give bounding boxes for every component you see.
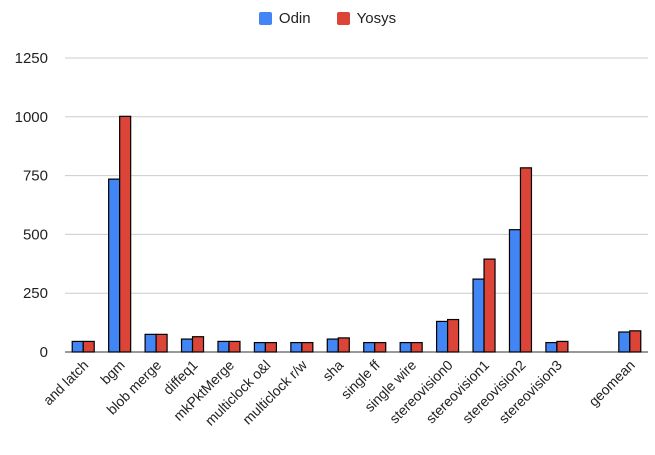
bar-yosys xyxy=(374,341,387,353)
bar-yosys xyxy=(191,336,205,353)
bar-odin xyxy=(108,178,121,353)
bar-odin xyxy=(618,331,631,353)
bar-yosys xyxy=(264,341,278,353)
bar-odin xyxy=(545,341,558,353)
bar-odin xyxy=(144,333,157,353)
bar-odin xyxy=(217,340,230,353)
legend-swatch-odin xyxy=(258,11,272,25)
legend-item-odin[interactable]: Odin xyxy=(258,9,311,27)
bar-yosys xyxy=(556,340,569,353)
bar-odin xyxy=(363,341,376,353)
legend-item-yosys[interactable]: Yosys xyxy=(336,9,397,27)
bar-yosys xyxy=(446,318,460,353)
y-tick-label: 250 xyxy=(23,285,48,302)
y-tick-label: 0 xyxy=(40,344,48,361)
bar-odin xyxy=(253,341,267,353)
legend-swatch-yosys xyxy=(336,11,350,25)
bar-yosys xyxy=(519,167,533,353)
bar-odin xyxy=(399,341,412,353)
y-tick-label: 750 xyxy=(23,168,48,185)
bar-odin xyxy=(180,338,194,353)
y-tick-label: 500 xyxy=(23,226,48,243)
y-tick-label: 1000 xyxy=(15,109,48,126)
bar-odin xyxy=(326,338,339,353)
bar-yosys xyxy=(119,115,132,353)
x-tick-label: sha xyxy=(319,357,346,384)
chart-legend: Odin Yosys xyxy=(0,8,655,28)
x-tick-label: and latch xyxy=(40,357,91,408)
x-tick-label: bgm xyxy=(97,357,128,388)
bar-odin xyxy=(290,341,303,353)
y-tick-label: 1250 xyxy=(15,50,48,67)
x-tick-label: multiclock r/w xyxy=(239,356,310,427)
bar-yosys xyxy=(629,330,642,353)
x-tick-label: geomean xyxy=(585,357,638,410)
bar-yosys xyxy=(301,341,314,353)
bar-yosys xyxy=(155,333,168,353)
bar-yosys xyxy=(410,341,423,353)
bar-odin xyxy=(508,229,522,353)
legend-label-odin: Odin xyxy=(278,9,311,27)
bar-odin xyxy=(472,278,485,353)
bar-odin xyxy=(435,320,449,353)
bar-yosys xyxy=(228,340,241,353)
legend-label-yosys: Yosys xyxy=(356,9,397,27)
bar-odin xyxy=(71,340,84,353)
bar-yosys xyxy=(82,340,95,353)
bar-yosys xyxy=(483,258,496,353)
bar-yosys xyxy=(337,337,350,353)
